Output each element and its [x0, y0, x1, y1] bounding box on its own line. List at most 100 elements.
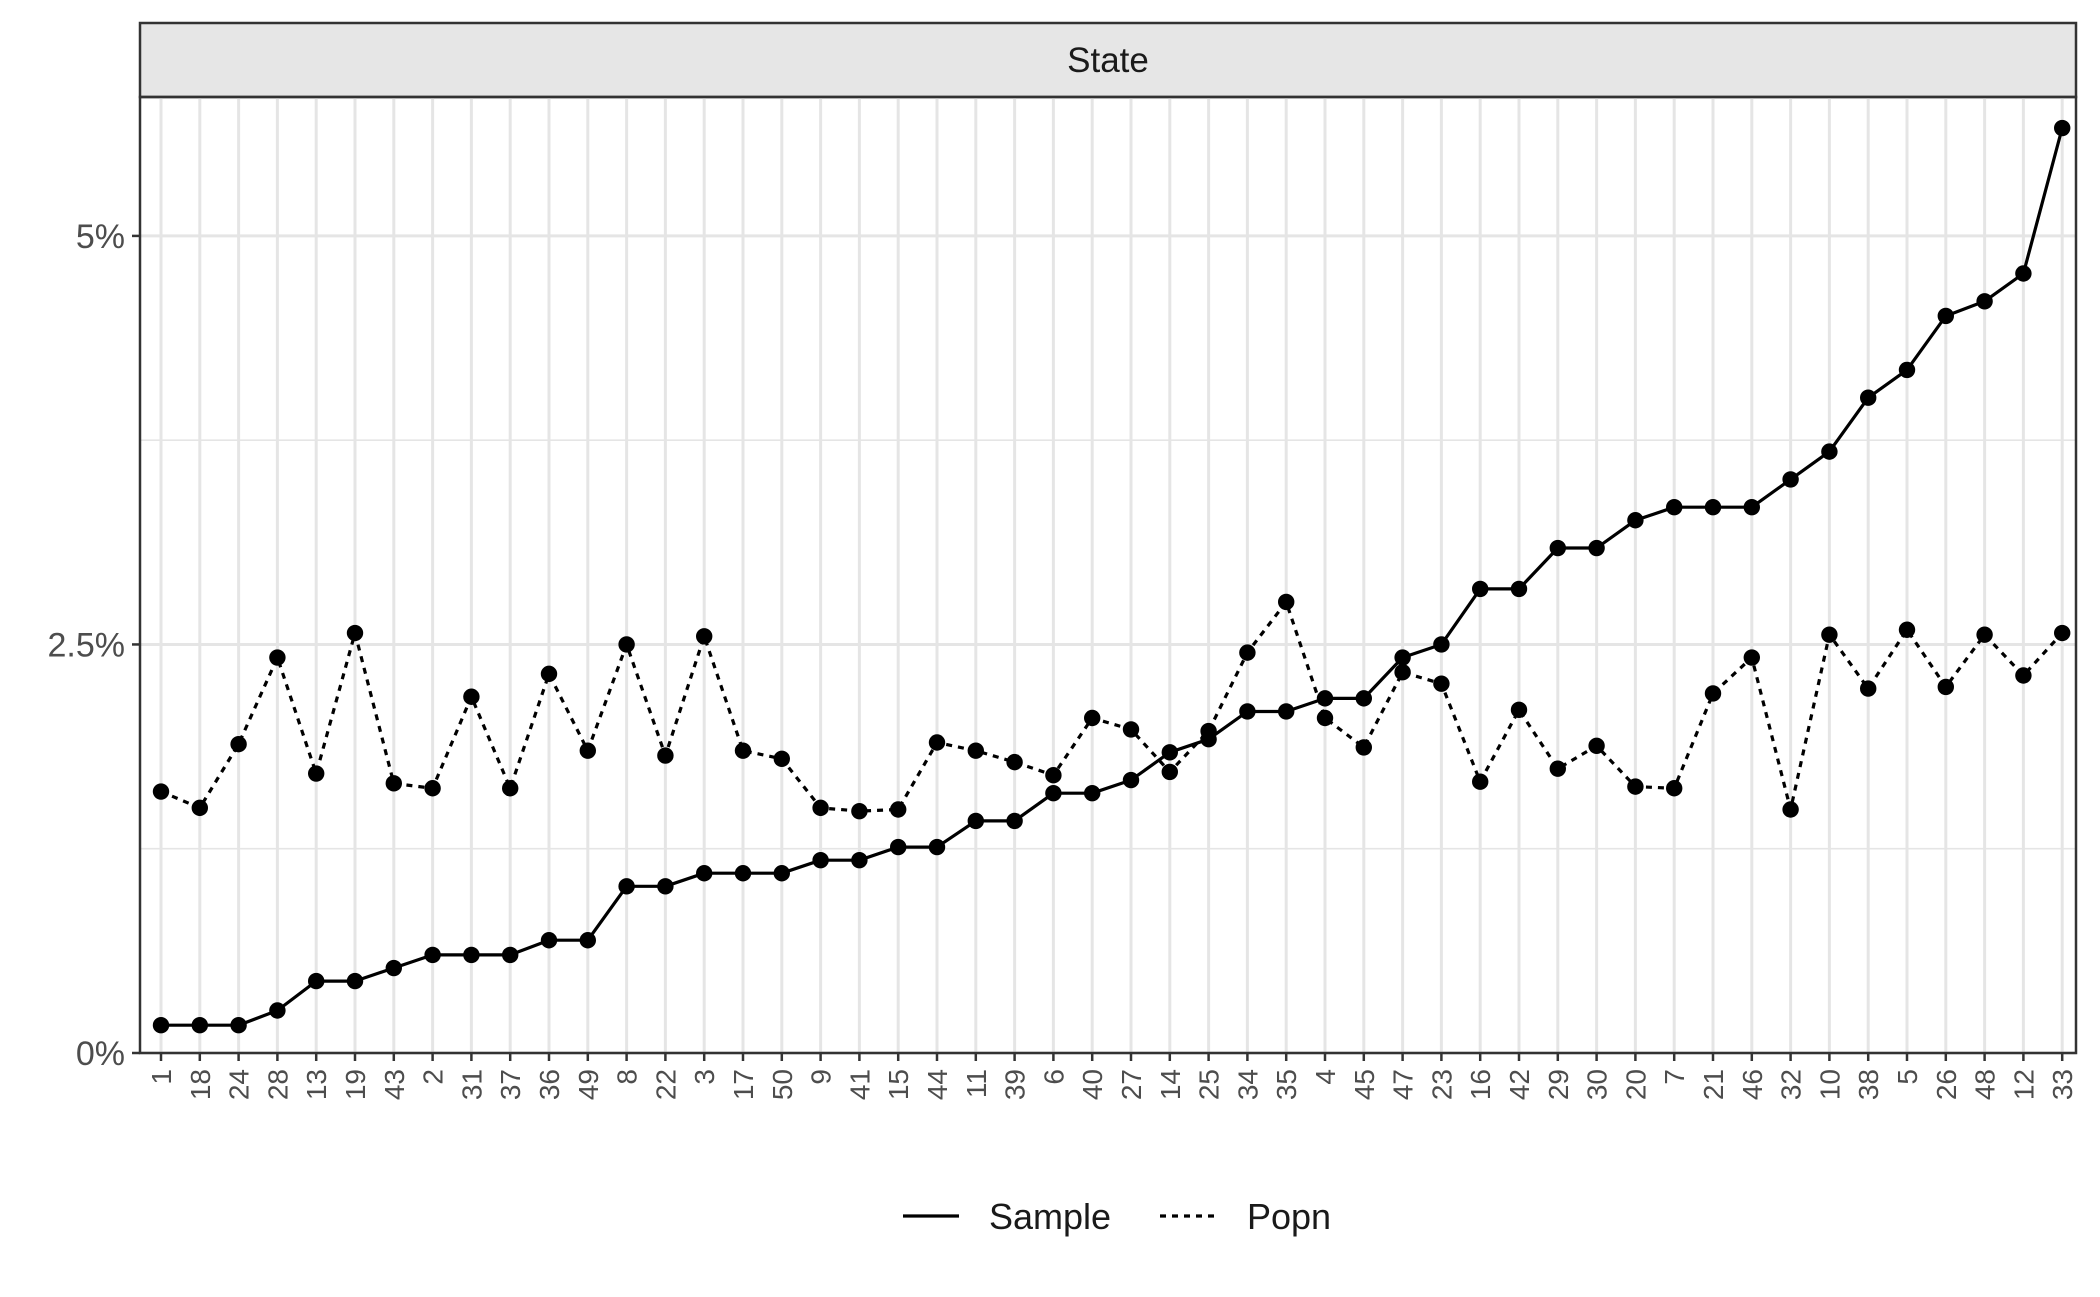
data-point-popn: [2015, 667, 2032, 684]
y-tick-label: 0%: [76, 1035, 125, 1073]
data-point-sample: [734, 865, 752, 882]
data-point-popn: [1588, 737, 1605, 754]
data-point-sample: [1084, 784, 1101, 802]
data-point-popn: [1782, 801, 1799, 818]
data-point-sample: [1239, 703, 1256, 720]
x-tick-label: 21: [1698, 1069, 1729, 1100]
series-sample: [152, 119, 2071, 1034]
x-tick-label: 1: [146, 1069, 177, 1085]
data-point-popn: [657, 747, 674, 764]
data-point-popn: [308, 765, 325, 782]
data-point-popn: [1200, 722, 1217, 740]
data-point-popn: [1549, 760, 1567, 777]
data-point-sample: [1588, 539, 1605, 557]
data-point-popn: [502, 780, 519, 797]
data-point-sample: [1045, 784, 1062, 802]
x-tick-label: 28: [262, 1069, 293, 1100]
x-tick-label: 30: [1582, 1069, 1613, 1100]
data-point-sample: [1704, 498, 1722, 516]
y-tick-label: 5%: [76, 218, 125, 256]
data-point-popn: [1510, 701, 1528, 719]
data-point-sample: [773, 865, 790, 882]
data-point-popn: [463, 688, 480, 705]
data-point-popn: [1433, 675, 1450, 692]
data-point-popn: [540, 665, 558, 683]
data-point-popn: [230, 735, 247, 753]
facet-strip: State: [138, 21, 2078, 99]
data-point-popn: [424, 780, 441, 797]
panel-border: [138, 95, 2078, 1055]
data-point-popn: [2054, 624, 2071, 642]
data-point-sample: [696, 865, 713, 882]
x-tick-label: 36: [534, 1069, 565, 1100]
grid: [140, 97, 2076, 1055]
data-point-popn: [1821, 626, 1838, 643]
data-point-sample: [1821, 443, 1838, 460]
data-point-sample: [540, 932, 558, 949]
data-point-popn: [385, 775, 402, 792]
data-point-popn: [1976, 626, 1993, 643]
x-tick-label: 27: [1116, 1069, 1147, 1100]
x-tick-label: 17: [728, 1069, 759, 1100]
x-tick-label: 39: [1000, 1069, 1031, 1100]
series-popn: [152, 593, 2071, 820]
x-tick-label: 46: [1737, 1069, 1768, 1100]
data-point-popn: [1743, 649, 1761, 666]
data-point-popn: [1704, 685, 1722, 702]
data-point-sample: [1394, 649, 1411, 666]
data-point-sample: [2015, 265, 2032, 282]
data-point-popn: [851, 802, 868, 820]
x-tick-label: 19: [340, 1069, 371, 1100]
x-tick-label: 49: [573, 1069, 604, 1100]
data-point-sample: [928, 838, 946, 856]
facet-strip-label: State: [1067, 41, 1149, 80]
x-tick-label: 33: [2047, 1069, 2078, 1100]
data-point-popn: [1239, 644, 1256, 661]
data-point-popn: [1355, 739, 1373, 756]
data-point-popn: [1627, 778, 1644, 795]
data-point-popn: [1472, 773, 1489, 790]
data-point-sample: [1898, 361, 1916, 379]
data-point-sample: [1433, 636, 1450, 653]
x-tick-label: 18: [185, 1069, 216, 1100]
x-tick-label: 38: [1853, 1069, 1884, 1100]
data-point-sample: [424, 946, 441, 964]
y-tick-label: 2.5%: [48, 626, 126, 664]
data-point-sample: [2054, 119, 2071, 137]
x-tick-label: 37: [495, 1069, 526, 1100]
x-tick-label: 25: [1194, 1069, 1225, 1100]
data-point-popn: [1006, 753, 1023, 771]
data-point-sample: [657, 878, 674, 895]
data-point-sample: [385, 959, 402, 977]
x-tick-label: 14: [1155, 1069, 1186, 1100]
x-tick-label: 50: [767, 1069, 798, 1100]
data-point-sample: [1666, 498, 1683, 516]
data-point-sample: [1627, 512, 1644, 529]
data-point-popn: [346, 624, 364, 642]
data-point-popn: [890, 801, 907, 818]
data-point-popn: [1278, 593, 1295, 611]
x-tick-label: 8: [612, 1069, 643, 1085]
data-point-popn: [928, 734, 946, 751]
data-point-popn: [734, 742, 752, 759]
data-point-sample: [1743, 498, 1761, 516]
data-point-popn: [152, 783, 170, 800]
data-point-popn: [1045, 766, 1062, 784]
data-point-sample: [463, 946, 480, 964]
data-point-sample: [502, 946, 519, 964]
x-tick-label: 2: [418, 1069, 449, 1085]
series-line-sample: [161, 127, 2064, 1027]
data-point-sample: [579, 932, 596, 949]
x-tick-label: 48: [1970, 1069, 2001, 1100]
data-point-popn: [191, 799, 208, 817]
x-tick-label: 9: [806, 1069, 837, 1085]
x-tick-label: 5: [1892, 1069, 1923, 1085]
data-point-sample: [890, 838, 907, 856]
x-tick-label: 24: [224, 1069, 255, 1100]
axes: 0%2.5%5%1 18 24 28 13 19 43 2 31 37 36 49 8 22 3 17 50 9 4…: [48, 218, 2079, 1100]
data-point-sample: [1161, 744, 1179, 761]
data-point-popn: [967, 742, 984, 759]
data-point-sample: [1549, 539, 1567, 557]
x-tick-label: 45: [1349, 1069, 1380, 1100]
data-point-popn: [1898, 621, 1916, 638]
